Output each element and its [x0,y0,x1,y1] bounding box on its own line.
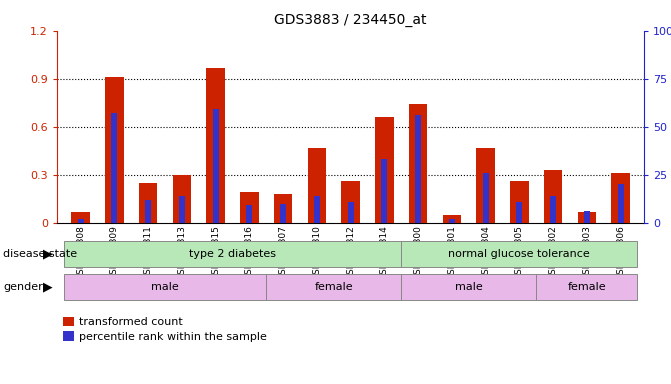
Text: ▶: ▶ [43,248,52,261]
Bar [172,175,191,223]
Text: gender: gender [3,282,43,292]
Bar [240,192,258,223]
Text: male: male [151,282,179,292]
Text: male: male [455,282,482,292]
Bar [71,212,90,223]
Bar [482,173,488,223]
Text: female: female [568,282,606,292]
Bar [449,219,455,223]
Text: type 2 diabetes: type 2 diabetes [189,249,276,260]
Bar [307,147,326,223]
Bar [476,147,495,223]
Bar [348,202,354,223]
Bar [342,181,360,223]
Bar [550,196,556,223]
Bar [401,242,637,267]
Bar [64,274,266,300]
Bar [207,68,225,223]
Bar [375,117,394,223]
Bar [617,184,623,223]
Bar [145,200,151,223]
Bar [213,109,219,223]
Bar [274,194,293,223]
Bar [179,196,185,223]
Bar [314,196,320,223]
Bar [578,212,596,223]
Text: female: female [315,282,353,292]
Bar [611,173,630,223]
Bar [64,242,401,267]
Bar [139,183,158,223]
Bar [536,274,637,300]
Bar [415,115,421,223]
Bar [544,170,562,223]
Bar [105,77,123,223]
Bar [401,274,536,300]
Bar [409,104,427,223]
Bar [516,202,522,223]
Bar [280,204,286,223]
Text: ▶: ▶ [43,281,52,294]
Legend: transformed count, percentile rank within the sample: transformed count, percentile rank withi… [62,316,267,342]
Text: normal glucose tolerance: normal glucose tolerance [448,249,590,260]
Bar [510,181,529,223]
Bar [266,274,401,300]
Bar [584,211,590,223]
Bar [381,159,387,223]
Bar [111,113,117,223]
Bar [246,205,252,223]
Bar [78,219,84,223]
Text: disease state: disease state [3,249,77,259]
Title: GDS3883 / 234450_at: GDS3883 / 234450_at [274,13,427,27]
Bar [443,215,461,223]
